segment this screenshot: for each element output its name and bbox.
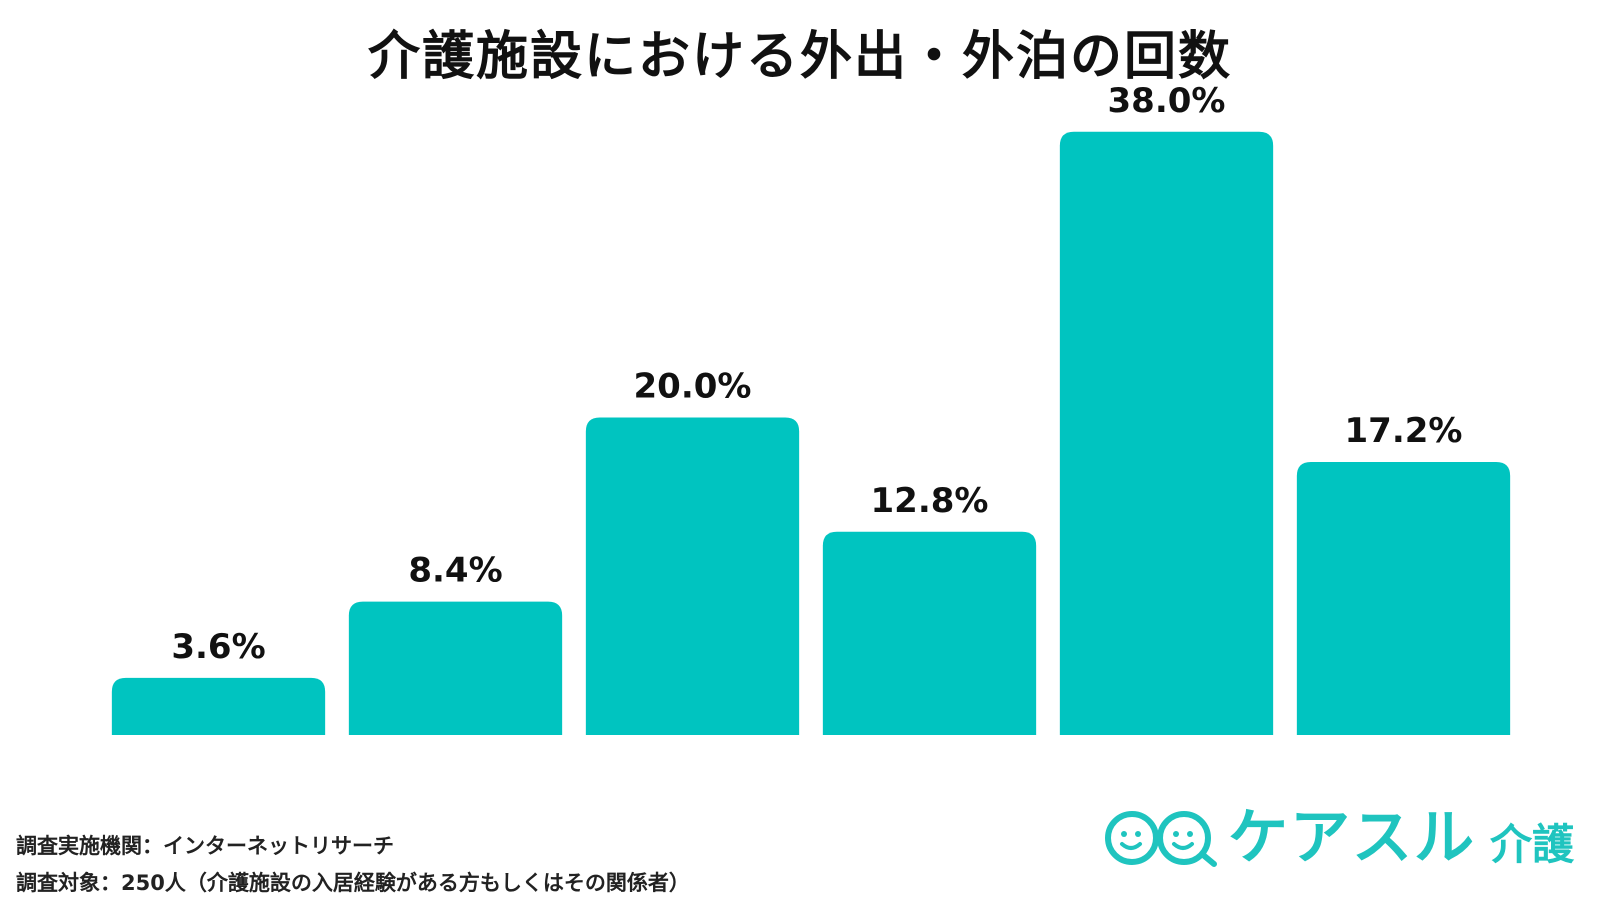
bars-group — [111, 131, 1511, 735]
bar-value-label-1: 3.6% — [171, 627, 265, 667]
bar-value-label-4: 12.8% — [871, 481, 989, 521]
logo-text: ケアスル — [1227, 803, 1476, 873]
bar-2 — [348, 601, 563, 735]
bar-1 — [111, 677, 326, 735]
bar-value-label-5: 38.0% — [1108, 81, 1226, 121]
brand-logo: ケアスル 介護 — [1102, 808, 1574, 868]
survey-target-note: 調査対象：250人（介護施設の入居経験がある方もしくはその関係者） — [16, 871, 690, 895]
data-labels-group: 3.6% 8.4% 20.0% 12.8% 38.0% 17.2% — [171, 81, 1462, 667]
bar-value-label-2: 8.4% — [408, 551, 502, 591]
survey-agency-note: 調査実施機関：インターネットリサーチ — [16, 834, 394, 858]
smiley-faces-icon — [1102, 808, 1220, 868]
bar-value-label-3: 20.0% — [634, 367, 752, 407]
bar-6 — [1296, 461, 1511, 735]
logo-subtext: 介護 — [1489, 820, 1574, 869]
bar-3 — [585, 417, 800, 735]
bar-value-label-6: 17.2% — [1345, 411, 1463, 451]
bar-4 — [822, 531, 1037, 735]
chart-title: 介護施設における外出・外泊の回数 — [367, 27, 1232, 87]
bar-5 — [1059, 131, 1274, 735]
